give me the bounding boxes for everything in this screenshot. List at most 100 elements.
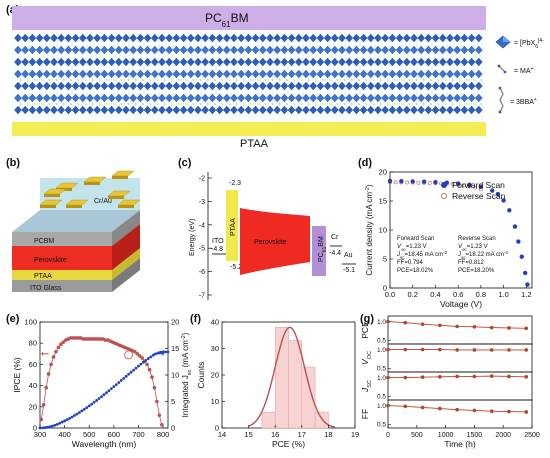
y-tick-label: 0.5 xyxy=(377,393,386,400)
jv-plot: 0.0 0.2 0.4 0.6 0.8 1.0 1.2 0 5 10 15 20 Voltage (V)… xyxy=(365,168,533,309)
octahedron-icon xyxy=(172,33,181,43)
stability-point xyxy=(420,322,425,327)
octahedron-icon xyxy=(222,57,231,67)
octahedron-icon xyxy=(64,93,73,103)
ipce-point xyxy=(145,362,149,367)
octahedron-icon xyxy=(172,57,181,67)
octahedron-icon xyxy=(366,69,375,79)
octahedron-icon xyxy=(424,57,433,67)
stability-point xyxy=(403,375,408,380)
y-axis-label: IPCE (%) xyxy=(12,357,22,393)
ipce-plot: 300 400 500 600 700 80002040608010005101520Wa… xyxy=(12,318,193,450)
octahedron-icon xyxy=(258,45,267,55)
organic-cation-mark xyxy=(98,102,101,106)
x-tick-label: 17 xyxy=(298,430,306,439)
forward-scan-point xyxy=(387,178,393,184)
octahedron-icon xyxy=(345,93,354,103)
organic-cation-mark xyxy=(300,78,303,82)
octahedron-icon xyxy=(186,57,195,67)
histogram-bar xyxy=(301,366,316,429)
octahedron-icon xyxy=(136,57,145,67)
y-tick-label: 10 xyxy=(379,226,387,235)
octahedron-icon xyxy=(215,57,224,67)
x-tick-label: 300 xyxy=(34,430,47,439)
jsc-point xyxy=(159,350,163,354)
octahedron-icon xyxy=(251,93,260,103)
octahedron-icon xyxy=(186,45,195,55)
jsc-point xyxy=(119,379,123,382)
jsc-point xyxy=(97,397,101,400)
octahedron-icon xyxy=(129,33,138,43)
ptaa-side xyxy=(112,248,140,280)
ipce-point xyxy=(140,356,144,360)
octahedron-icon xyxy=(410,45,418,55)
octahedron-icon xyxy=(194,45,202,55)
organic-cation-mark xyxy=(343,78,346,82)
octahedron-icon xyxy=(366,93,375,103)
ipce-point xyxy=(41,402,46,407)
ptaa-front xyxy=(12,270,112,280)
panel-b: (b) Cr/Au PCBM Perovskite PTAA ITO Glass xyxy=(6,157,141,292)
y-tick-label: 80 xyxy=(29,339,37,348)
pcbm-side xyxy=(112,210,140,246)
jsc-point xyxy=(164,350,167,354)
ptaa-band xyxy=(226,190,238,261)
jsc-point xyxy=(139,362,143,366)
octahedron-icon xyxy=(21,93,30,103)
octahedron-icon xyxy=(410,69,418,79)
octahedron-icon xyxy=(143,33,152,43)
jsc-point xyxy=(100,395,103,399)
octahedron-icon xyxy=(438,93,447,103)
octahedron-icon xyxy=(21,45,30,55)
octahedron-icon xyxy=(208,105,217,115)
octahedron-icon xyxy=(129,57,138,67)
au-value: -5.1 xyxy=(343,267,355,274)
octahedron-icon xyxy=(273,105,282,115)
ipce-point xyxy=(132,349,137,354)
octahedron-icon xyxy=(431,45,440,55)
panel-g: (g) 1.0 0.5 PCE 1.0 0.5 VOC 1.0 0.5 JSC 1.0 0.5 FF 0… xyxy=(360,313,540,449)
octahedron-icon xyxy=(294,57,303,67)
organic-cation-mark xyxy=(214,78,216,82)
ptaa-band-label: PTAA xyxy=(230,218,237,236)
stability-point xyxy=(524,375,529,379)
stability-row-frame xyxy=(387,315,533,345)
octahedron-icon xyxy=(194,57,202,67)
energy-tick-label: -6 xyxy=(199,269,205,276)
organic-cation-mark xyxy=(206,102,209,106)
octahedron-icon xyxy=(460,105,469,115)
y-tick-label: 60 xyxy=(29,360,37,369)
forward-scan-point xyxy=(399,178,404,184)
stability-point xyxy=(489,348,494,352)
octahedron-icon xyxy=(352,33,361,43)
octahedron-icon xyxy=(410,93,418,103)
octahedron-icon xyxy=(388,57,397,67)
octahedron-icon xyxy=(287,105,296,115)
octahedron-icon xyxy=(57,81,66,91)
electrode-pad-edge xyxy=(112,176,128,179)
octahedron-icon xyxy=(28,105,37,115)
forward-scan-point xyxy=(467,182,472,187)
octahedron-icon xyxy=(280,105,289,115)
octahedron-icon xyxy=(388,81,397,91)
octahedron-icon xyxy=(287,45,296,55)
octahedron-icon xyxy=(194,81,202,91)
octahedron-icon xyxy=(395,69,404,79)
octahedron-icon xyxy=(100,93,109,103)
octahedron-icon xyxy=(402,93,411,103)
octahedron-icon xyxy=(338,33,346,43)
octahedron-icon xyxy=(366,33,375,43)
octahedron-icon xyxy=(316,69,325,79)
octahedron-icon xyxy=(136,33,145,43)
y-tick-label: 1.0 xyxy=(377,347,386,354)
octahedron-icon xyxy=(410,81,418,91)
octahedron-icon xyxy=(381,57,390,67)
ptaa-homo-value: -5.2 xyxy=(230,264,242,271)
organic-cation-mark xyxy=(134,102,137,106)
ipce-point xyxy=(88,337,93,341)
jsc-point xyxy=(82,407,86,411)
octahedron-icon xyxy=(323,33,332,43)
octahedron-icon xyxy=(222,69,231,79)
octahedron-icon xyxy=(446,105,454,115)
forward-annotation-ff: FF=0.794 xyxy=(397,260,424,266)
